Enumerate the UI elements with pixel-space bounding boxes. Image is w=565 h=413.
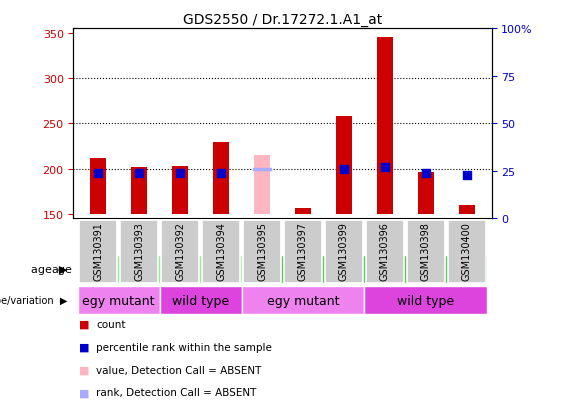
Bar [90,158,106,214]
Bar [172,166,188,214]
Text: 5 d: 5 d [354,263,375,276]
Bar [336,116,352,214]
Bar [364,287,488,314]
Bar [241,256,488,283]
Bar [377,38,393,214]
Text: genotype/variation  ▶: genotype/variation ▶ [0,295,68,306]
Bar [459,205,475,214]
Bar [120,221,158,283]
Bar [254,156,270,214]
Bar [366,221,404,283]
Bar [77,256,241,283]
Bar [448,221,486,283]
Point [94,170,103,177]
Text: wild type: wild type [172,294,229,307]
Point [421,170,431,177]
Bar [407,221,445,283]
Bar [241,287,364,314]
Point [134,170,144,177]
Bar [284,221,322,283]
Text: GSM130398: GSM130398 [421,221,431,280]
Bar [325,221,363,283]
Text: GSM130394: GSM130394 [216,221,226,280]
Point [340,166,349,173]
Bar [159,287,241,314]
Text: GSM130391: GSM130391 [93,221,103,280]
Text: ■: ■ [79,365,90,375]
Point [216,170,225,177]
Bar [213,143,229,214]
Text: percentile rank within the sample: percentile rank within the sample [96,342,272,352]
Text: ■: ■ [79,387,90,397]
Point [176,170,185,177]
Text: egy mutant: egy mutant [82,294,155,307]
Text: egy mutant: egy mutant [267,294,339,307]
Text: rank, Detection Call = ABSENT: rank, Detection Call = ABSENT [96,387,257,397]
Text: GSM130392: GSM130392 [175,221,185,280]
Text: GSM130399: GSM130399 [339,221,349,280]
Text: age: age [52,264,73,275]
Text: GSM130396: GSM130396 [380,221,390,280]
Title: GDS2550 / Dr.17272.1.A1_at: GDS2550 / Dr.17272.1.A1_at [183,12,382,26]
Text: GSM130395: GSM130395 [257,221,267,280]
Bar [418,173,434,214]
Text: GSM130400: GSM130400 [462,221,472,280]
Bar [243,221,281,283]
Text: GSM130393: GSM130393 [134,221,144,280]
Text: GSM130397: GSM130397 [298,221,308,280]
Text: count: count [96,319,125,329]
Bar [77,287,159,314]
Point [380,164,389,171]
Text: age  ▶: age ▶ [32,264,68,275]
Bar [295,208,311,214]
Text: ■: ■ [79,319,90,329]
Text: 3 d: 3 d [150,263,169,276]
Bar [202,221,240,283]
Bar [161,221,199,283]
Bar [131,167,147,214]
Bar [79,221,117,283]
Point [462,172,471,178]
Text: value, Detection Call = ABSENT: value, Detection Call = ABSENT [96,365,262,375]
Text: wild type: wild type [397,294,454,307]
Text: ■: ■ [79,342,90,352]
